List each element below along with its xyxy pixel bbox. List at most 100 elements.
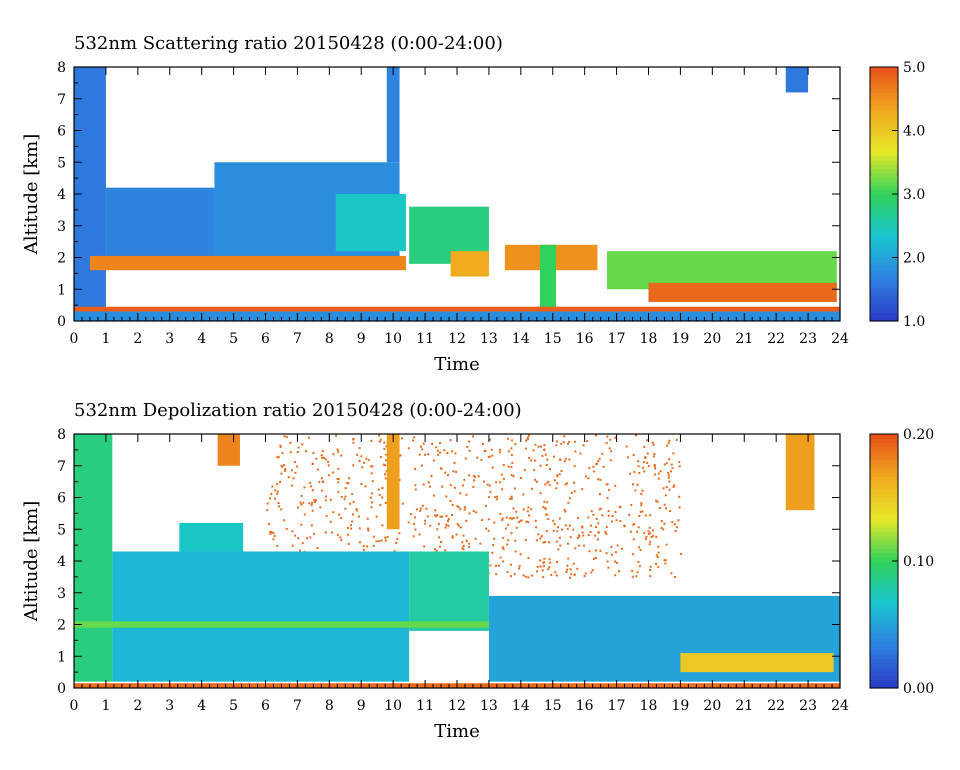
speckle-mark [311, 489, 314, 492]
speckle-mark [349, 502, 352, 505]
speckle-mark [344, 507, 347, 510]
speckle-mark [449, 439, 452, 442]
speckle-mark [547, 518, 550, 521]
speckle-mark [280, 508, 283, 511]
speckle-mark [352, 441, 355, 444]
speckle-mark [496, 495, 499, 498]
colorbar-segment [870, 92, 898, 98]
speckle-mark [498, 451, 501, 454]
speckle-mark [564, 457, 567, 460]
speckle-mark [534, 459, 537, 462]
speckle-mark [518, 565, 521, 568]
speckle-mark [590, 510, 593, 513]
speckle-mark [557, 548, 560, 551]
speckle-mark [435, 446, 438, 449]
speckle-mark [379, 438, 382, 441]
speckle-mark [510, 447, 513, 450]
speckle-mark [315, 457, 318, 460]
speckle-mark [437, 522, 440, 525]
speckle-mark [434, 509, 437, 512]
speckle-mark [340, 454, 343, 457]
colorbar-segment [870, 130, 898, 136]
speckle-mark [274, 497, 277, 500]
speckle-mark [377, 488, 380, 491]
speckle-mark [564, 483, 567, 486]
speckle-mark [505, 516, 508, 519]
speckle-mark [655, 499, 658, 502]
speckle-mark [561, 528, 564, 531]
speckle-mark [645, 535, 648, 538]
speckle-mark [512, 475, 515, 478]
speckle-mark [414, 488, 417, 491]
speckle-mark [547, 480, 550, 483]
x-tick-label: 15 [544, 698, 562, 714]
speckle-mark [318, 480, 321, 483]
colorbar-segment [870, 177, 898, 182]
colorbar-segment [870, 299, 898, 305]
colorbar-segment [870, 480, 898, 486]
speckle-mark [301, 443, 304, 446]
speckle-mark [372, 544, 375, 547]
speckle-mark [597, 522, 600, 525]
speckle-mark [319, 506, 322, 509]
colorbar-segment [870, 138, 898, 144]
speckle-mark [520, 519, 523, 522]
speckle-mark [365, 457, 368, 460]
speckle-mark [649, 540, 652, 543]
speckle-mark [441, 485, 444, 488]
speckle-mark [350, 527, 353, 530]
speckle-mark [677, 519, 680, 522]
speckle-mark [316, 468, 319, 471]
speckle-mark [552, 519, 555, 522]
speckle-mark [614, 510, 617, 513]
speckle-mark [605, 532, 608, 535]
speckle-mark [484, 504, 487, 507]
speckle-mark [384, 539, 387, 542]
colorbar-tick-label: 1.0 [903, 314, 925, 330]
speckle-mark [420, 464, 423, 467]
speckle-mark [382, 463, 385, 466]
speckle-mark [672, 452, 675, 455]
speckle-mark [336, 478, 339, 481]
colorbar-tick-label: 0.20 [903, 427, 934, 443]
colorbar-segment [870, 577, 898, 583]
speckle-mark [383, 464, 386, 467]
speckle-mark [656, 556, 659, 559]
speckle-mark [675, 526, 678, 529]
speckle-mark [609, 459, 612, 462]
speckle-mark [383, 473, 386, 476]
colorbar-segment [870, 569, 898, 575]
speckle-mark [355, 508, 358, 511]
speckle-mark [361, 466, 364, 469]
speckle-mark [444, 526, 447, 529]
speckle-mark [290, 469, 293, 472]
x-tick-label: 24 [831, 698, 849, 714]
colorbar-segment [870, 654, 898, 659]
speckle-mark [385, 453, 388, 456]
colorbar-segment [870, 603, 898, 609]
speckle-mark [454, 452, 457, 455]
speckle-mark [592, 513, 595, 516]
speckle-mark [610, 450, 613, 453]
speckle-mark [530, 459, 533, 462]
speckle-mark [569, 536, 572, 539]
speckle-mark [348, 477, 351, 480]
x-tick-label: 16 [576, 698, 594, 714]
y-tick-label: 1 [57, 282, 66, 298]
speckle-mark [362, 544, 365, 547]
speckle-mark [530, 487, 533, 490]
speckle-mark [423, 545, 426, 548]
colorbar-segment [870, 489, 898, 494]
speckle-mark [662, 528, 665, 531]
y-tick-label: 0 [57, 681, 66, 697]
speckle-mark [584, 572, 587, 575]
speckle-mark [436, 449, 439, 452]
speckle-mark [655, 562, 658, 565]
speckle-mark [595, 463, 598, 466]
speckle-mark [269, 532, 272, 535]
speckle-mark [451, 514, 454, 517]
speckle-mark [393, 550, 396, 553]
speckle-mark [648, 526, 651, 529]
data-region [217, 434, 240, 466]
colorbar-segment [870, 291, 898, 297]
